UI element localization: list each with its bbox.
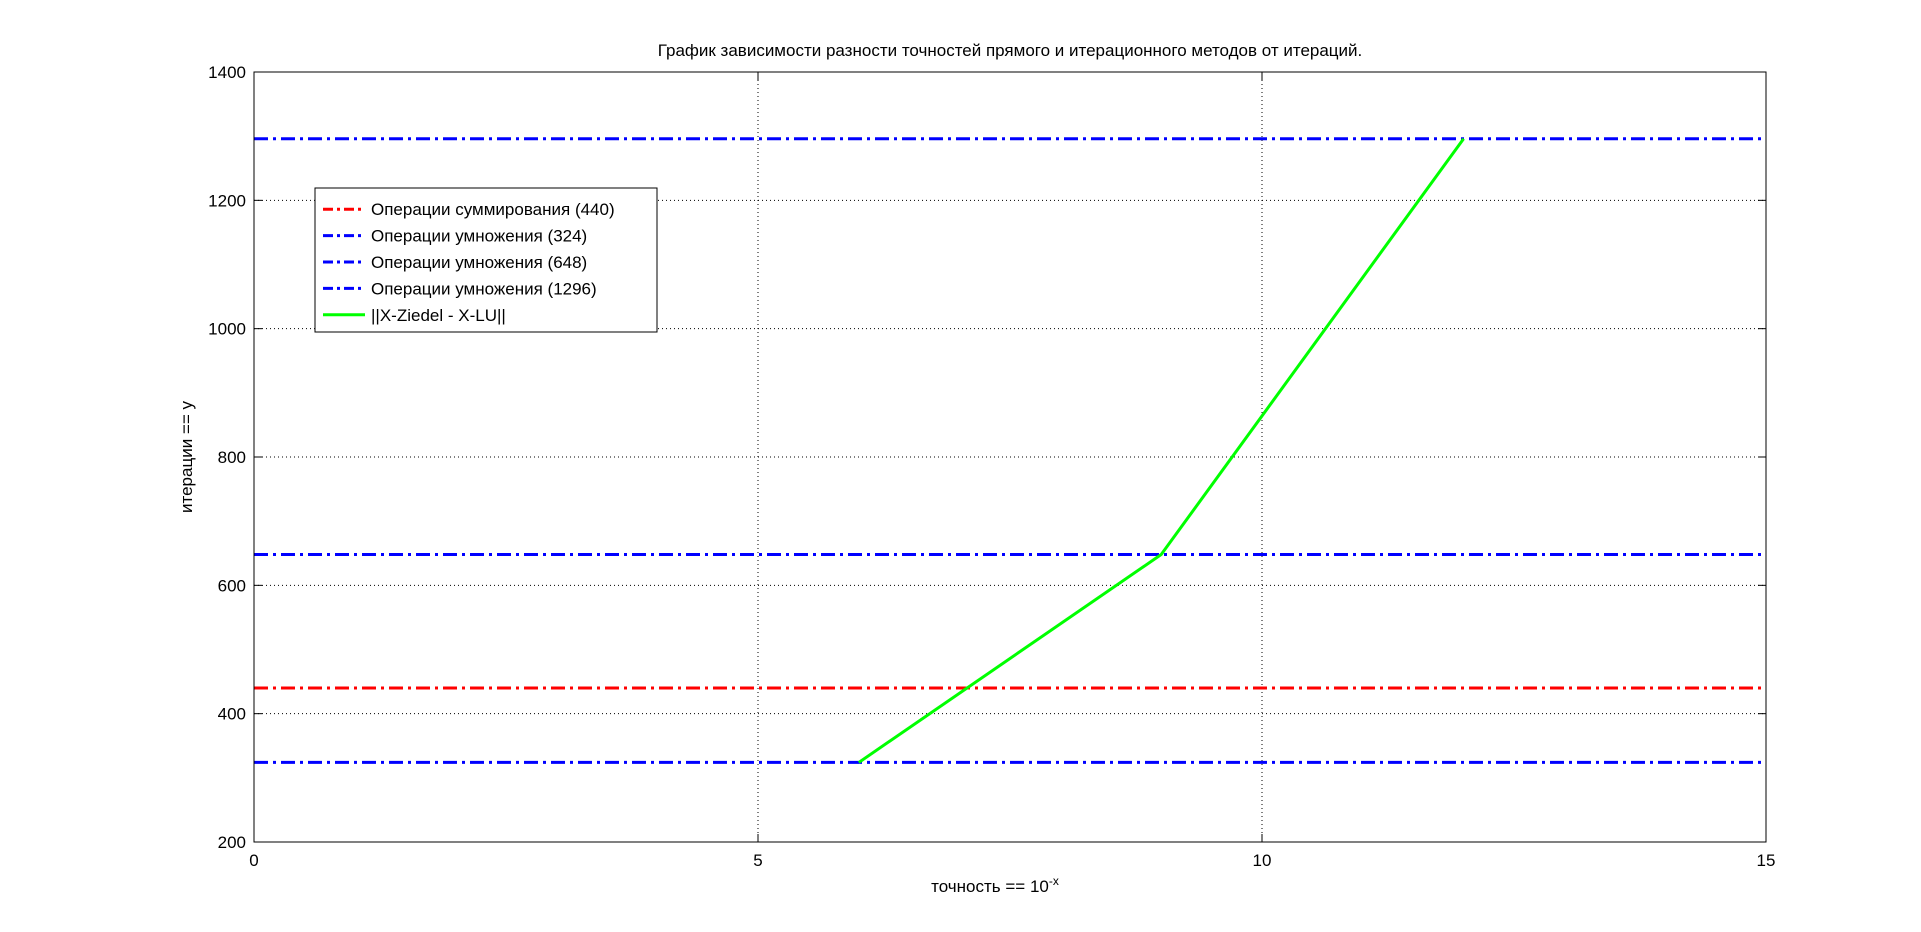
series-line-5 bbox=[857, 137, 1465, 764]
y-tick-label: 1400 bbox=[208, 63, 246, 82]
legend-box bbox=[314, 187, 658, 333]
series-layer bbox=[254, 137, 1766, 764]
tick-layer: 0 5 10 15 200 400 600 800 1000 1200 1400 bbox=[208, 63, 1775, 870]
y-axis-title: итерации == y bbox=[177, 401, 196, 513]
x-axis-title-main: точность == 10 bbox=[931, 877, 1049, 896]
y-tick-label: 200 bbox=[218, 833, 246, 852]
x-axis-title-superscript: -x bbox=[1049, 874, 1059, 888]
x-axis-title: точность == 10-x bbox=[931, 874, 1059, 896]
legend-label-5: ||X-Ziedel - X-LU|| bbox=[371, 306, 506, 325]
x-tick-label: 15 bbox=[1757, 851, 1776, 870]
y-tick-label: 800 bbox=[218, 448, 246, 467]
chart-title: График зависимости разности точностей пр… bbox=[658, 41, 1363, 60]
y-tick-label: 1200 bbox=[208, 191, 246, 210]
legend-label-2: Операции умножения (324) bbox=[371, 227, 587, 246]
x-tick-label: 10 bbox=[1253, 851, 1272, 870]
x-tick-label: 0 bbox=[249, 851, 258, 870]
legend: Операции суммирования (440) Операции умно… bbox=[314, 187, 658, 333]
legend-label-3: Операции умножения (648) bbox=[371, 253, 587, 272]
y-tick-label: 1000 bbox=[208, 320, 246, 339]
legend-label-4: Операции умножения (1296) bbox=[371, 279, 597, 298]
y-tick-label: 600 bbox=[218, 576, 246, 595]
x-tick-label: 5 bbox=[753, 851, 762, 870]
legend-label-1: Операции суммирования (440) bbox=[371, 200, 615, 219]
y-tick-label: 400 bbox=[218, 705, 246, 724]
